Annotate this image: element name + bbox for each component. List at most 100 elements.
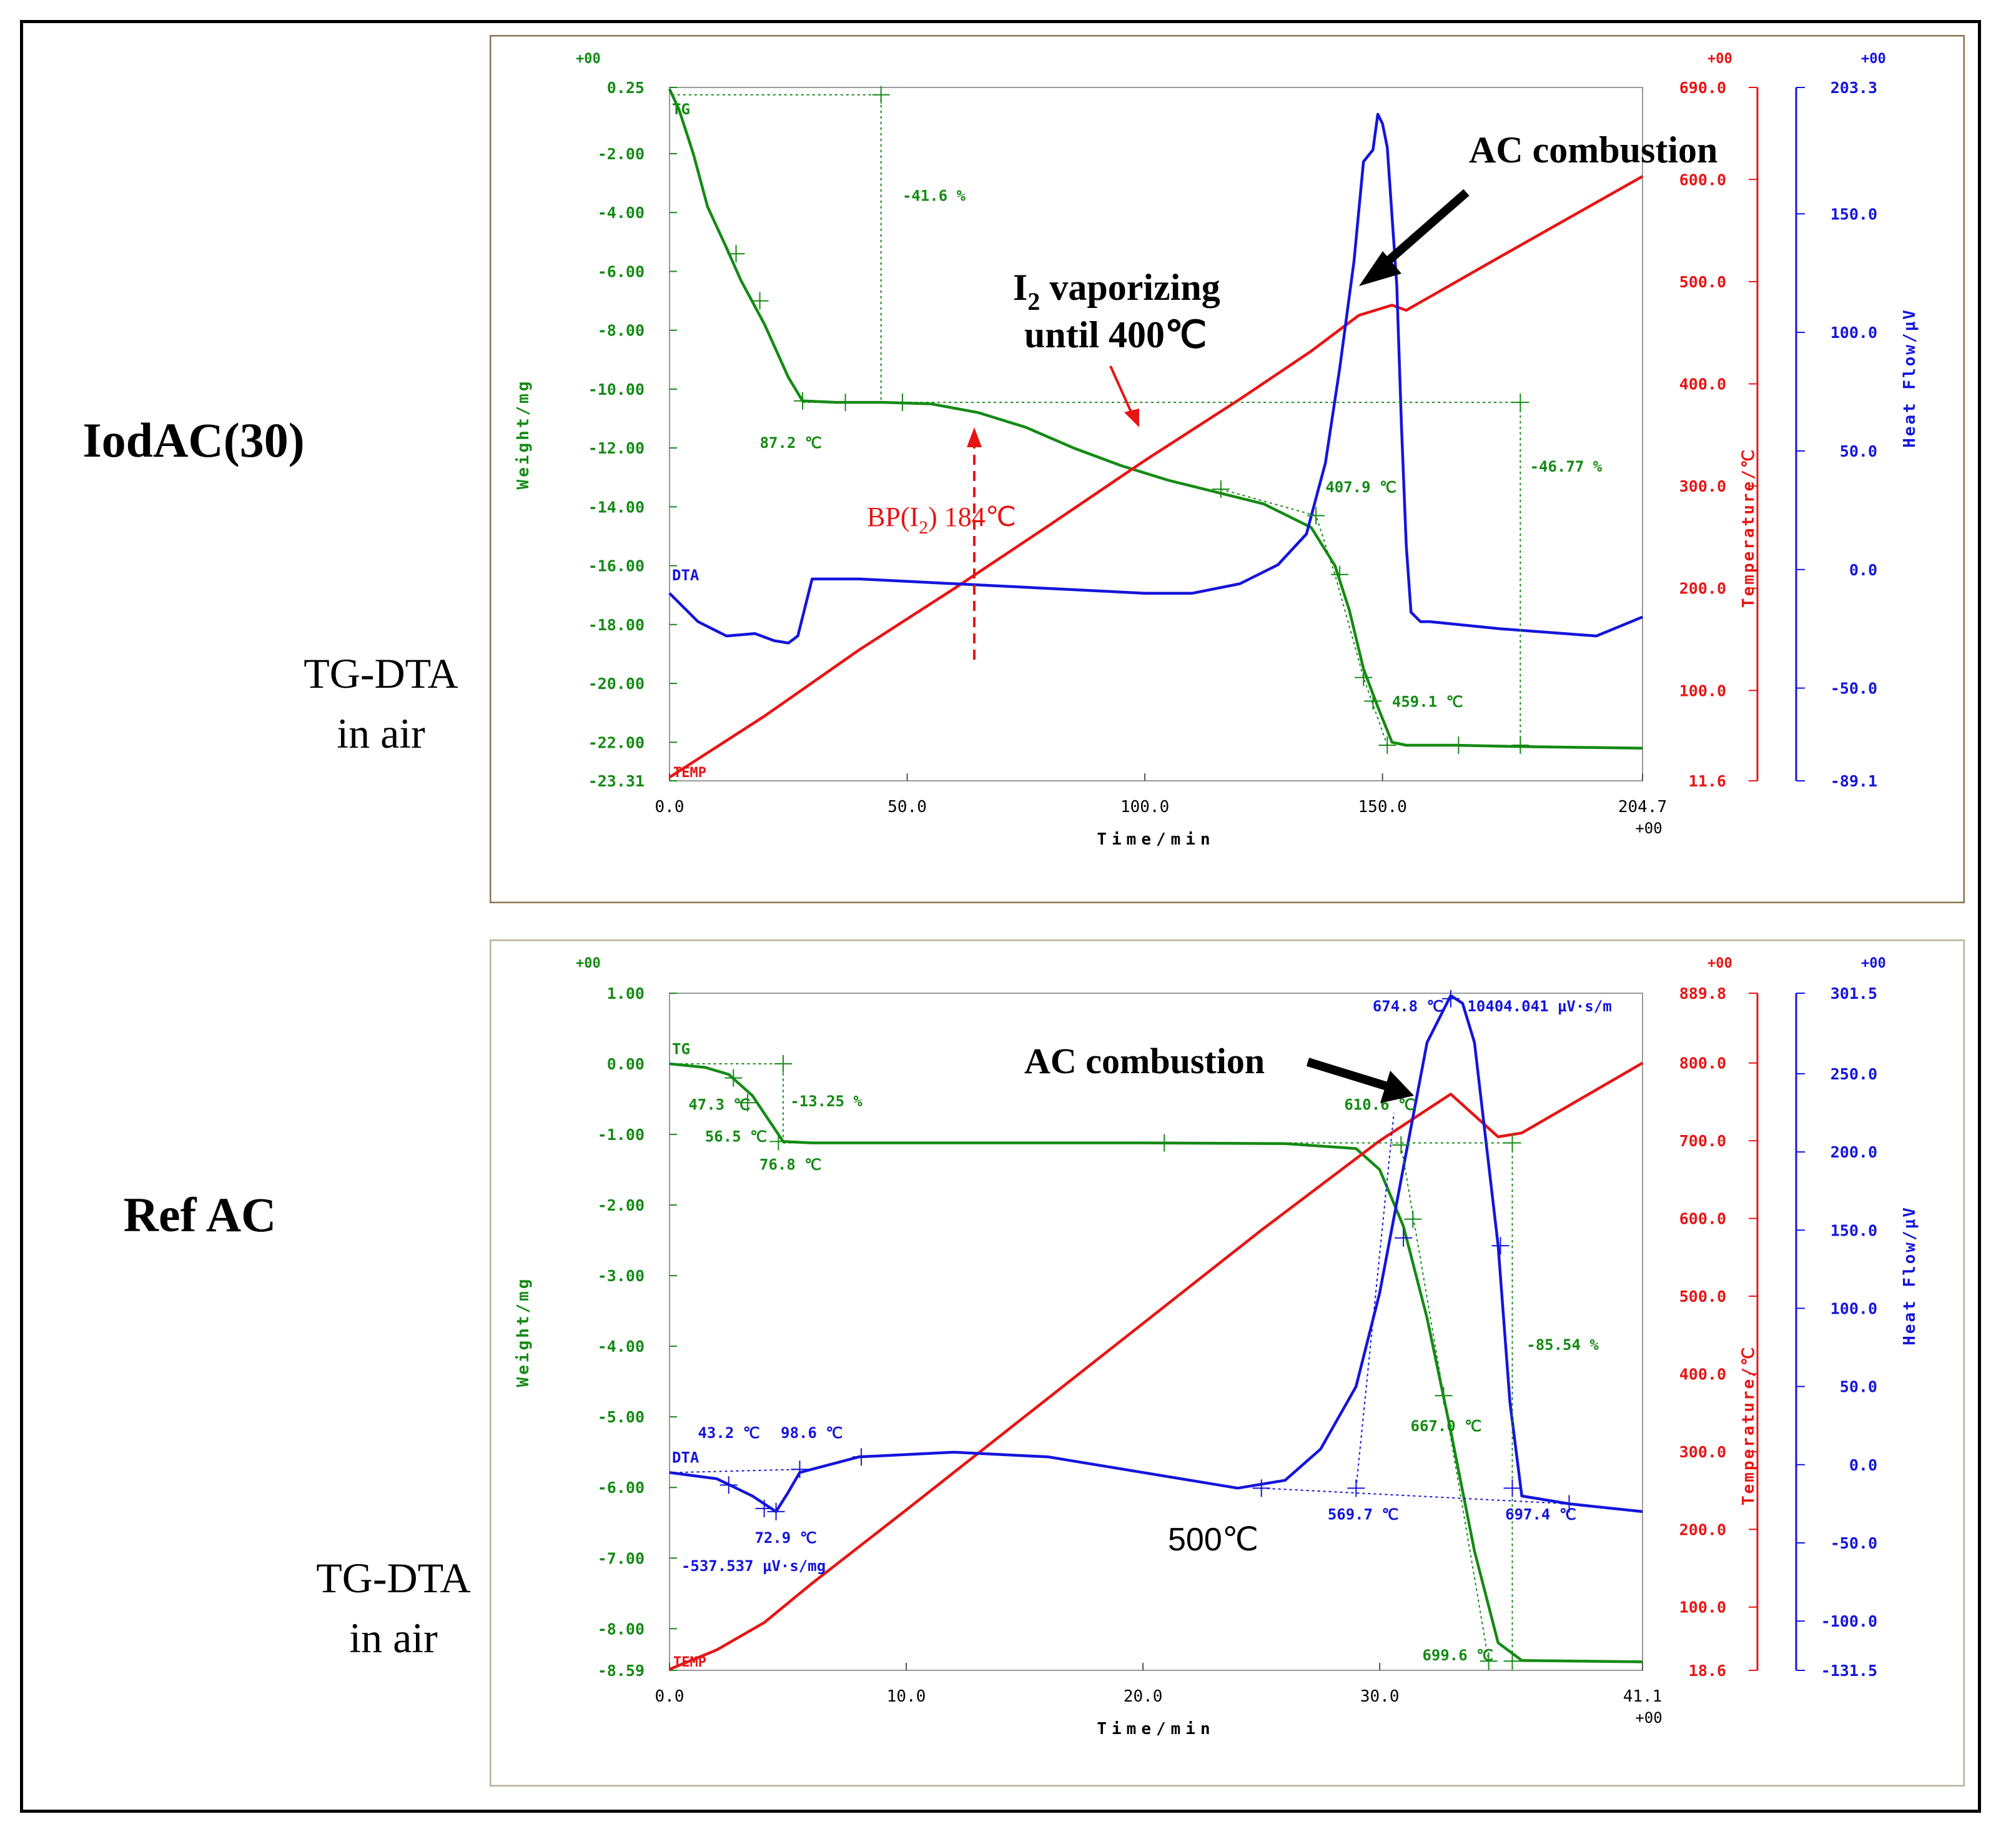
guide-line xyxy=(1400,1144,1490,1662)
weight-tick-label: -7.00 xyxy=(598,1549,645,1567)
figure-frame xyxy=(20,20,1981,1813)
onset-temp-label-1: 87.2 ℃ xyxy=(760,434,822,452)
temp-exponent: +00 xyxy=(1707,51,1732,67)
onset-temp-label-3: 76.8 ℃ xyxy=(759,1156,821,1174)
chart-iodac30: 0.0 50.0 100.0 150.0 204.7 +00 Time/min 0.25 -2.… xyxy=(490,35,1965,903)
bp-arrow-head xyxy=(967,427,982,447)
x-tick-label: 204.7 xyxy=(1618,798,1667,816)
weight-loss-label-2: -85.54 % xyxy=(1526,1336,1599,1354)
dta-temp-label-3: 72.9 ℃ xyxy=(754,1529,816,1547)
x-exponent: +00 xyxy=(1635,820,1662,837)
x-tick-label: 10.0 xyxy=(887,1687,926,1706)
annotations: AC combustion 500℃ xyxy=(1024,1041,1414,1558)
weight-tick-label: -22.00 xyxy=(588,733,645,751)
weight-tick-label: 0.00 xyxy=(607,1055,645,1073)
dta-series-label: DTA xyxy=(672,1449,699,1467)
weight-tick-label: -23.31 xyxy=(588,772,645,790)
onset-temp-label-6: 699.6 ℃ xyxy=(1422,1647,1493,1664)
heat-tick-label: 0.0 xyxy=(1849,561,1877,579)
weight-tick-label: -1.00 xyxy=(598,1126,645,1144)
until-400-label: until 400℃ xyxy=(1024,314,1207,355)
heat-tick-label: 50.0 xyxy=(1840,442,1877,460)
i2-vaporizing-label: I2 vaporizing xyxy=(1013,267,1220,315)
chart-refac: 0.0 10.0 20.0 30.0 41.1 +00 Time/min 1.00 0.00 -1… xyxy=(490,939,1965,1787)
axes: 0.0 10.0 20.0 30.0 41.1 +00 Time/min 1.00 0.00 -1… xyxy=(514,956,1919,1738)
chart-panel-border xyxy=(490,35,1965,903)
temp-tick-label: 200.0 xyxy=(1679,1520,1726,1539)
temp-tick-label: 200.0 xyxy=(1679,580,1726,598)
dta-peak-temp-label: 674.8 ℃ xyxy=(1373,998,1444,1015)
x-tick-label: 100.0 xyxy=(1120,798,1169,816)
dta-curve xyxy=(668,112,1643,645)
heat-tick-label: -50.0 xyxy=(1831,1534,1877,1552)
annotations: AC combustion I2 vaporizing until 400℃ B… xyxy=(867,129,1717,660)
weight-tick-label: -8.59 xyxy=(598,1662,645,1680)
x-axis-title: Time/min xyxy=(1097,830,1215,849)
guide-line xyxy=(674,1469,800,1474)
onset-temp-label-1: 47.3 ℃ xyxy=(688,1096,750,1114)
temp-tick-label: 100.0 xyxy=(1679,682,1726,700)
temp-axis-title: Temperature/℃ xyxy=(1739,448,1758,608)
method-line-2: in air xyxy=(337,710,425,757)
weight-tick-label: -18.00 xyxy=(588,616,645,634)
method-label-bottom: TG-DTA in air xyxy=(275,1548,512,1668)
weight-loss-label-1: -41.6 % xyxy=(902,187,966,204)
heat-axis-title: Heat Flow/μV xyxy=(1900,1206,1919,1346)
weight-tick-label: 0.25 xyxy=(607,79,645,97)
weight-tick-label: -6.00 xyxy=(598,262,645,280)
heat-tick-label: -131.5 xyxy=(1821,1662,1877,1680)
plot-area xyxy=(669,993,1643,1671)
weight-tick-label: -10.00 xyxy=(588,380,645,399)
temp-tick-label: 700.0 xyxy=(1679,1132,1726,1150)
weight-loss-label-1: -13.25 % xyxy=(790,1093,862,1110)
combustion-arrow-shaft xyxy=(1373,189,1470,275)
dta-area-label: -537.537 μV·s/mg xyxy=(681,1557,826,1575)
guide-line xyxy=(1261,1487,1569,1505)
weight-tick-label: -2.00 xyxy=(598,1196,645,1214)
ac-combustion-label: AC combustion xyxy=(1469,129,1717,171)
combustion-arrow-shaft xyxy=(1306,1058,1391,1091)
weight-axis-title: Weight/mg xyxy=(514,1277,533,1387)
guide-line xyxy=(1355,1113,1395,1489)
method-line-2b: in air xyxy=(349,1614,438,1662)
heat-tick-label: -89.1 xyxy=(1831,772,1877,790)
temp-axis-title: Temperature/℃ xyxy=(1739,1346,1758,1505)
weight-tick-label: -5.00 xyxy=(598,1408,645,1426)
x-tick-label: 20.0 xyxy=(1124,1687,1163,1706)
temp-tick-label: 18.6 xyxy=(1689,1662,1726,1680)
temp-tick-label: 100.0 xyxy=(1679,1599,1726,1617)
t500-label: 500℃ xyxy=(1168,1522,1258,1558)
temp-tick-label: 600.0 xyxy=(1679,1210,1726,1228)
heat-tick-label: 250.0 xyxy=(1831,1065,1877,1083)
weight-exponent: +00 xyxy=(576,51,601,67)
temp-tick-label: 400.0 xyxy=(1679,375,1726,393)
vaporizing-arrow-head xyxy=(1124,409,1139,427)
method-line-1b: TG-DTA xyxy=(316,1554,471,1602)
heat-tick-label: -100.0 xyxy=(1821,1612,1877,1630)
x-tick-label: 41.1 xyxy=(1623,1687,1663,1706)
heat-tick-label: 50.0 xyxy=(1840,1378,1877,1396)
onset-temp-label-4: 610.6 ℃ xyxy=(1344,1096,1415,1114)
weight-tick-label: 1.00 xyxy=(607,984,645,1003)
temp-series-label: TEMP xyxy=(673,1655,706,1670)
bp-i2-label: BP(I2) 184℃ xyxy=(867,502,1016,538)
vaporizing-arrow xyxy=(1109,365,1134,417)
weight-tick-label: -12.00 xyxy=(588,439,645,457)
temp-tick-label: 690.0 xyxy=(1679,79,1726,97)
axes: 0.0 50.0 100.0 150.0 204.7 +00 Time/min 0.25 -2.… xyxy=(514,51,1919,849)
weight-exponent: +00 xyxy=(576,956,601,971)
tg-curve xyxy=(669,1062,1643,1663)
weight-tick-label: -3.00 xyxy=(598,1267,645,1285)
sample-label-refac: Ref AC xyxy=(123,1187,277,1242)
method-label-top: TG-DTA in air xyxy=(262,643,500,763)
weight-tick-label: -2.00 xyxy=(598,145,645,163)
tg-curve xyxy=(668,88,1643,750)
heat-tick-label: 301.5 xyxy=(1831,984,1877,1003)
dta-curve xyxy=(669,994,1643,1514)
x-tick-label: 50.0 xyxy=(887,798,927,816)
temp-tick-label: 11.6 xyxy=(1689,772,1726,790)
temp-tick-label: 800.0 xyxy=(1679,1054,1726,1073)
dta-temp-label-5: 697.4 ℃ xyxy=(1505,1505,1576,1523)
heat-tick-label: 0.0 xyxy=(1849,1456,1877,1474)
temp-series-label: TEMP xyxy=(673,765,706,781)
